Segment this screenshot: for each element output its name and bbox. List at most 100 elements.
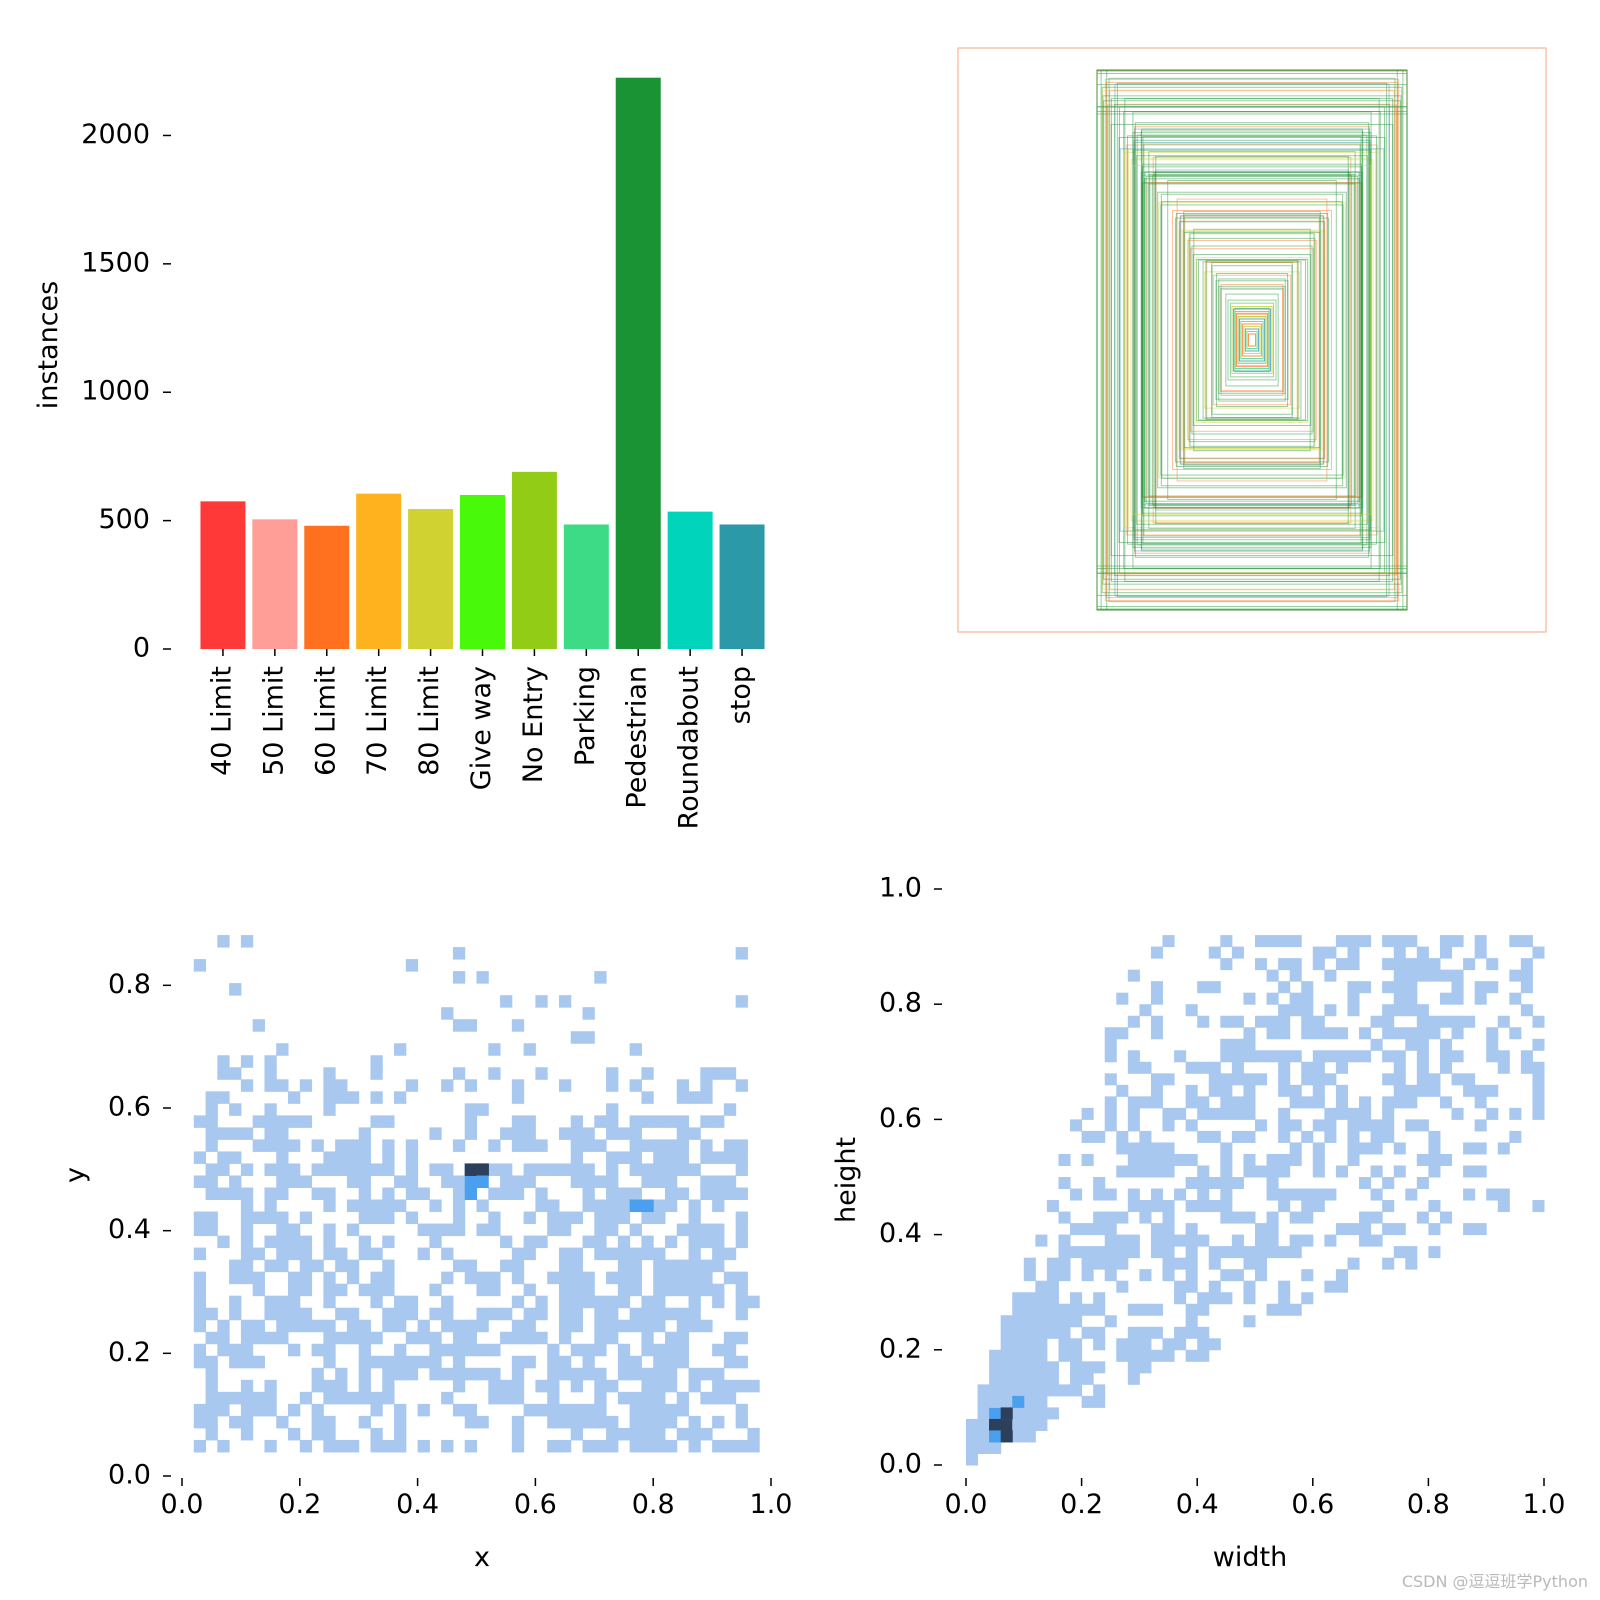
heat-cell [276, 1211, 289, 1225]
heat-cell [276, 1163, 289, 1176]
heat-cell [1428, 1165, 1441, 1178]
heat-cell [394, 1091, 407, 1104]
heat-cell [1509, 992, 1522, 1005]
heat-cell [205, 1367, 218, 1381]
heat-cell [370, 1283, 383, 1297]
heat-cell [1520, 1004, 1533, 1017]
heat-cell [1382, 1223, 1395, 1236]
heat-cell [606, 1223, 619, 1237]
box-outline [1220, 287, 1284, 393]
heat-cell [617, 1235, 631, 1249]
heat-cell [1497, 1188, 1510, 1201]
xy-y-axis-label: y [60, 1167, 91, 1183]
heat-cell [1382, 1050, 1395, 1063]
heat-cell [582, 1235, 595, 1249]
heat-cell [1023, 1326, 1036, 1339]
heat-cell [1174, 1326, 1187, 1339]
heat-cell [335, 1139, 348, 1152]
heat-cell [977, 1430, 990, 1443]
heat-cell [1497, 1200, 1510, 1213]
heat-cell [1162, 1165, 1175, 1178]
heat-cell [252, 1271, 265, 1285]
heat-cell [1220, 1246, 1233, 1259]
heat-cell [417, 1247, 430, 1261]
box-outline [1158, 202, 1346, 478]
wh-y-axis-label: height [831, 1137, 862, 1223]
heat-cell [394, 1343, 407, 1357]
heat-cell [264, 1055, 277, 1068]
heat-cell [229, 1343, 242, 1357]
heat-cell [252, 1211, 265, 1225]
heat-cell [358, 1211, 371, 1225]
heat-cell [1278, 1246, 1291, 1259]
heat-cell [582, 1031, 595, 1044]
heat-cell [323, 1223, 336, 1237]
heat-cell [1023, 1257, 1036, 1270]
heat-cell [394, 1319, 407, 1333]
heat-cell [1255, 1073, 1268, 1086]
heat-cell [1058, 1269, 1071, 1282]
heat-cell [735, 1163, 748, 1176]
heat-cell [1474, 1142, 1487, 1155]
box-outline [1142, 174, 1362, 506]
heat-cell [288, 1223, 301, 1237]
heat-cell [1243, 1084, 1256, 1097]
box-outline [1124, 151, 1380, 529]
heat-cell [606, 1379, 619, 1393]
heat-cell [1486, 1188, 1499, 1201]
heat-cell [1405, 1038, 1418, 1051]
heat-cell [966, 1441, 979, 1454]
heat-cell [1335, 1269, 1348, 1282]
box-outline [1188, 237, 1316, 443]
heat-cell [1081, 1395, 1094, 1408]
heat-cell [394, 1355, 407, 1369]
heat-cell [723, 1139, 737, 1152]
heat-cell [1197, 1130, 1210, 1143]
box-outline [1140, 130, 1364, 550]
heat-cell [1220, 958, 1233, 971]
heat-cell [1197, 1015, 1210, 1028]
heat-cell [1497, 1142, 1510, 1155]
heat-cell [394, 1175, 407, 1188]
heat-cell [370, 1427, 383, 1441]
heat-cell [1266, 935, 1279, 948]
heat-cell [570, 1403, 584, 1417]
heat-cell [394, 1415, 407, 1429]
heat-cell [700, 1367, 713, 1381]
heat-cell [1416, 1027, 1429, 1040]
heat-cell [747, 1427, 760, 1441]
box-outline [1130, 159, 1374, 521]
heat-cell [570, 1247, 584, 1261]
box-outline [1178, 229, 1326, 451]
heat-cell [311, 1187, 324, 1201]
heat-cell [1197, 1188, 1210, 1201]
heat-cell [558, 1439, 572, 1453]
heat-cell [1324, 1234, 1337, 1247]
heat-cell [1278, 1107, 1291, 1120]
heat-cell [1393, 1142, 1406, 1155]
heat-cell [488, 1043, 501, 1056]
heat-cell [488, 1283, 501, 1297]
heat-cell [1070, 1338, 1083, 1351]
bar-x-tick-label: 60 Limit [310, 666, 341, 776]
heat-cell [240, 1079, 254, 1092]
heat-cell [594, 1415, 607, 1429]
bar-0 [200, 501, 246, 649]
heat-cell [712, 1115, 725, 1128]
heat-cell [1301, 1292, 1314, 1305]
heat-cell [1231, 1107, 1244, 1120]
y-tick-label: 0.4 [879, 1218, 922, 1249]
y-tick-label: 0.8 [879, 988, 922, 1019]
heat-cell [1324, 1188, 1337, 1201]
heat-cell [594, 1343, 607, 1357]
heat-cell [547, 1355, 560, 1369]
heat-cell [1359, 1223, 1372, 1236]
heat-cell [676, 1391, 690, 1405]
box-outline [1136, 134, 1368, 546]
box-outline [1155, 155, 1349, 525]
heat-cell [1104, 1269, 1117, 1282]
bar-2 [304, 525, 350, 649]
heat-cell [1150, 1200, 1164, 1213]
heat-cell [606, 1415, 619, 1429]
heat-cell [1532, 1107, 1545, 1120]
